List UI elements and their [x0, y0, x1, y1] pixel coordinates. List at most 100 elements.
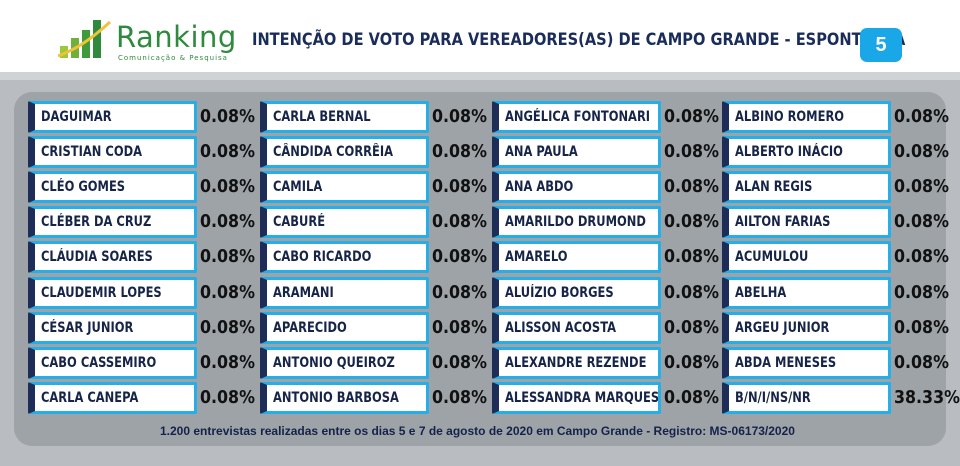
candidate-percentage: 0.08%	[432, 241, 494, 273]
percentage-value: 0.08%	[200, 106, 255, 127]
candidate-name: AILTON FARIAS	[735, 214, 831, 230]
percentage-value: 0.08%	[432, 246, 487, 267]
percentage-value: 0.08%	[664, 282, 719, 303]
percentage-value: 0.08%	[200, 176, 255, 197]
ranking-logo: Ranking Comunicação & Pesquisa	[58, 14, 238, 64]
candidate-name: CABO RICARDO	[273, 249, 372, 265]
candidate-name-box: DAGUIMAR	[28, 101, 197, 133]
candidate-name: ANGÉLICA FONTONARI	[505, 109, 651, 125]
candidate-name-box: CARLA BERNAL	[260, 101, 429, 133]
candidate-name-box: ABDA MENESES	[722, 347, 891, 379]
page-title: INTENÇÃO DE VOTO PARA VEREADORES(AS) DE …	[252, 30, 906, 50]
percentage-value: 0.08%	[200, 387, 255, 408]
percentage-value: 0.08%	[200, 211, 255, 232]
candidate-name: CÉSAR JUNIOR	[41, 320, 134, 336]
candidate-name: AMARILDO DRUMOND	[505, 214, 646, 230]
percentage-value: 0.08%	[200, 246, 255, 267]
candidate-name: CÂNDIDA CORRÊIA	[273, 144, 394, 160]
candidate-percentage: 0.08%	[432, 347, 494, 379]
candidate-name-box: ALESSANDRA MARQUES	[492, 382, 661, 414]
candidate-name: ALBERTO INÁCIO	[735, 144, 843, 160]
candidate-name: CABO CASSEMIRO	[41, 355, 157, 371]
candidate-percentage: 0.08%	[894, 277, 956, 309]
candidate-name-box: ANGÉLICA FONTONARI	[492, 101, 661, 133]
percentage-value: 0.08%	[200, 317, 255, 338]
percentage-value: 38.33%	[894, 387, 960, 408]
percentage-value: 0.08%	[432, 317, 487, 338]
candidate-name-box: CABO RICARDO	[260, 241, 429, 273]
candidate-percentage: 0.08%	[200, 312, 262, 344]
percentage-value: 0.08%	[200, 141, 255, 162]
candidate-name: ARGEU JUNIOR	[735, 320, 830, 336]
candidate-percentage: 0.08%	[200, 171, 262, 203]
candidate-percentage: 0.08%	[664, 136, 726, 168]
candidate-name-box: CARLA CANEPA	[28, 382, 197, 414]
candidate-name-box: ALBINO ROMERO	[722, 101, 891, 133]
candidate-name: ANA PAULA	[505, 144, 578, 160]
candidate-percentage: 0.08%	[432, 277, 494, 309]
candidate-percentage: 0.08%	[894, 171, 956, 203]
candidate-percentage: 0.08%	[894, 347, 956, 379]
percentage-value: 0.08%	[894, 106, 949, 127]
candidate-percentage: 0.08%	[894, 241, 956, 273]
candidate-name: CLÉO GOMES	[41, 179, 126, 195]
candidate-percentage: 0.08%	[200, 241, 262, 273]
candidate-percentage: 0.08%	[664, 101, 726, 133]
candidate-name-box: ARAMANI	[260, 277, 429, 309]
percentage-value: 0.08%	[432, 141, 487, 162]
candidate-percentage: 0.08%	[432, 382, 494, 414]
candidate-name: CLAUDEMIR LOPES	[41, 285, 162, 301]
candidate-name: ANA ABDO	[505, 179, 574, 195]
candidate-name: ANTONIO BARBOSA	[273, 390, 399, 406]
percentage-value: 0.08%	[894, 282, 949, 303]
candidate-name-box: ALUÍZIO BORGES	[492, 277, 661, 309]
candidate-percentage: 0.08%	[432, 101, 494, 133]
candidate-name-box: ALISSON ACOSTA	[492, 312, 661, 344]
bar-growth-logo-icon	[58, 20, 112, 58]
candidate-name: ANTONIO QUEIROZ	[273, 355, 395, 371]
candidate-name-box: CLAUDEMIR LOPES	[28, 277, 197, 309]
candidate-name-box: ANTONIO QUEIROZ	[260, 347, 429, 379]
candidate-percentage: 0.08%	[664, 206, 726, 238]
candidate-name-box: ALBERTO INÁCIO	[722, 136, 891, 168]
candidate-name: CLÉBER DA CRUZ	[41, 214, 152, 230]
candidate-name: CLÁUDIA SOARES	[41, 249, 153, 265]
percentage-value: 0.08%	[894, 352, 949, 373]
candidate-name: CARLA CANEPA	[41, 390, 139, 406]
candidate-name-box: ARGEU JUNIOR	[722, 312, 891, 344]
brand-name: Ranking	[116, 20, 237, 54]
candidate-name: ALBINO ROMERO	[735, 109, 845, 125]
candidate-percentage: 0.08%	[200, 206, 262, 238]
percentage-value: 0.08%	[664, 141, 719, 162]
candidate-name-box: CABURÉ	[260, 206, 429, 238]
candidate-percentage: 0.08%	[200, 347, 262, 379]
percentage-value: 0.08%	[664, 317, 719, 338]
percentage-value: 0.08%	[432, 176, 487, 197]
candidate-name-box: CÂNDIDA CORRÊIA	[260, 136, 429, 168]
percentage-value: 0.08%	[664, 176, 719, 197]
candidate-percentage: 0.08%	[664, 241, 726, 273]
candidate-name-box: CÉSAR JUNIOR	[28, 312, 197, 344]
candidate-name: CAMILA	[273, 179, 323, 195]
percentage-value: 0.08%	[894, 141, 949, 162]
candidate-percentage: 0.08%	[664, 171, 726, 203]
candidate-name-box: ACUMULOU	[722, 241, 891, 273]
percentage-value: 0.08%	[432, 282, 487, 303]
candidate-percentage: 0.08%	[200, 277, 262, 309]
candidate-percentage: 0.08%	[432, 136, 494, 168]
header-divider	[0, 72, 960, 80]
candidate-name: ARAMANI	[273, 285, 334, 301]
header	[0, 0, 960, 80]
candidate-percentage: 0.08%	[664, 312, 726, 344]
percentage-value: 0.08%	[432, 352, 487, 373]
candidate-name: CABURÉ	[273, 214, 326, 230]
candidate-name: B/N/I/NS/NR	[735, 390, 811, 406]
candidate-name: ALISSON ACOSTA	[505, 320, 617, 336]
candidate-name-box: B/N/I/NS/NR	[722, 382, 891, 414]
candidate-percentage: 0.08%	[664, 347, 726, 379]
candidate-name-box: CLÁUDIA SOARES	[28, 241, 197, 273]
candidate-percentage: 0.08%	[894, 136, 956, 168]
candidate-name: APARECIDO	[273, 320, 347, 336]
candidate-name: ALUÍZIO BORGES	[505, 285, 614, 301]
candidate-percentage: 0.08%	[894, 206, 956, 238]
